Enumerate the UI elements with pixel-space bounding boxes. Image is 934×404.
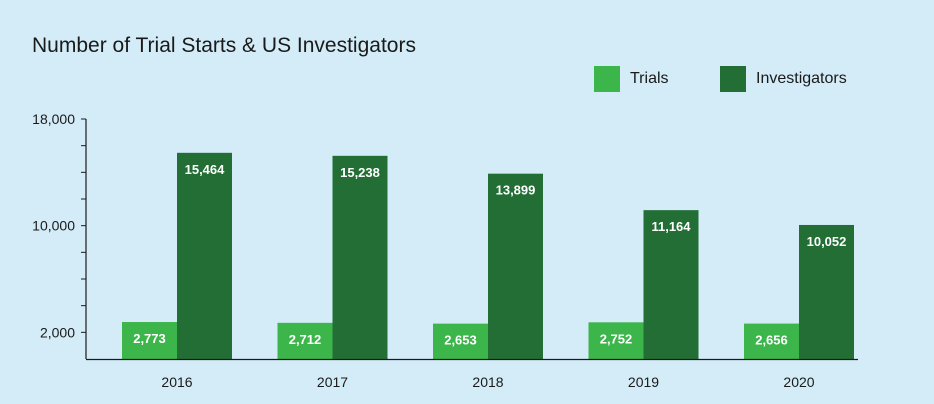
chart-title: Number of Trial Starts & US Investigator…	[32, 34, 416, 57]
data-label-trials-2017: 2,712	[289, 332, 322, 347]
bar-trials-2016	[122, 322, 177, 359]
legend-swatch-trials	[594, 66, 620, 92]
bar-trials-2020	[744, 323, 799, 359]
data-label-trials-2018: 2,653	[444, 333, 477, 348]
data-label-investigators-2016: 15,464	[185, 162, 226, 177]
x-tick-label-2020: 2020	[783, 374, 814, 390]
legend-label-trials: Trials	[630, 70, 669, 87]
x-tick-label-2017: 2017	[317, 374, 348, 390]
bar-trials-2017	[277, 322, 333, 359]
y-tick-label-2000: 2,000	[40, 324, 75, 340]
data-label-investigators-2017: 15,238	[340, 165, 380, 180]
x-tick-label-2019: 2019	[628, 374, 659, 390]
bar-investigators-2016	[177, 152, 232, 359]
bar-investigators-2018	[488, 173, 543, 359]
data-label-trials-2016: 2,773	[133, 331, 166, 346]
data-label-trials-2020: 2,656	[755, 333, 788, 348]
legend-item-trials: Trials	[594, 66, 669, 92]
x-tick-label-2016: 2016	[161, 374, 192, 390]
y-tick-label-10000: 10,000	[32, 218, 75, 234]
data-label-trials-2019: 2,752	[600, 331, 633, 346]
data-label-investigators-2018: 13,899	[496, 183, 536, 198]
legend-swatch-investigators	[720, 66, 746, 92]
bar-trials-2019	[588, 322, 644, 359]
bar-investigators-2020	[799, 224, 854, 359]
bar-trials-2018	[433, 323, 488, 359]
legend-label-investigators: Investigators	[756, 70, 847, 87]
data-label-investigators-2020: 10,052	[807, 234, 847, 249]
y-tick-label-18000: 18,000	[32, 111, 75, 127]
x-tick-label-2018: 2018	[472, 374, 503, 390]
data-label-investigators-2019: 11,164	[651, 219, 691, 234]
legend-item-investigators: Investigators	[720, 66, 847, 92]
bar-investigators-2017	[332, 155, 388, 359]
bar-investigators-2019	[643, 210, 699, 359]
